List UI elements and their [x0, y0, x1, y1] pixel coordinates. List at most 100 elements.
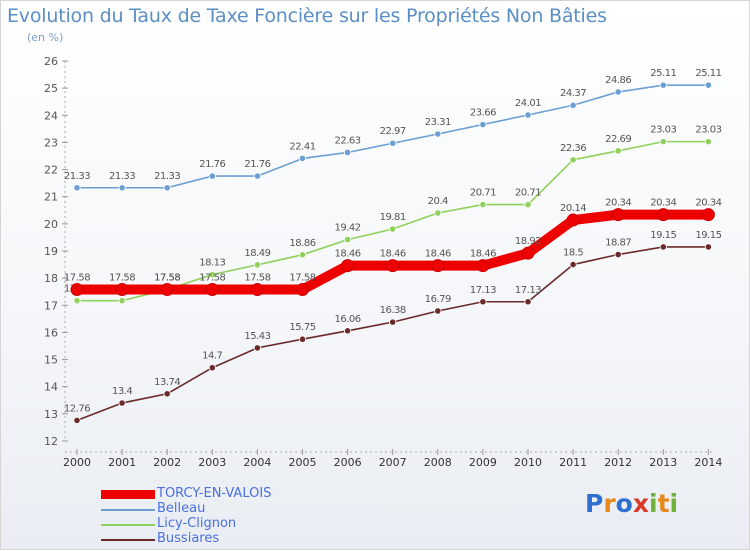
data-label: 20.4 — [428, 196, 448, 207]
y-tick-label: 25 — [44, 82, 58, 95]
y-tick-label: 15 — [44, 354, 58, 367]
legend-label: TORCY-EN-VALOIS — [157, 486, 272, 501]
data-point — [704, 243, 713, 251]
data-point — [614, 88, 622, 96]
data-label: 18.46 — [335, 249, 361, 260]
data-label: 18.46 — [380, 249, 406, 260]
data-label: 17.58 — [64, 273, 90, 284]
data-point — [250, 283, 264, 297]
data-point — [659, 243, 667, 251]
data-point — [521, 246, 535, 260]
data-label: 19.15 — [650, 230, 676, 241]
x-tick-label: 2011 — [559, 456, 587, 469]
legend-swatch — [101, 539, 155, 541]
plot-area: 21.33 21.33 21.33 21.76 21.76 22.41 22.63 22.97… — [64, 68, 722, 424]
data-point — [614, 250, 622, 259]
data-point — [431, 259, 445, 273]
x-tick-label: 2004 — [243, 456, 271, 469]
data-label: 13.74 — [154, 377, 180, 388]
x-tick-label: 2003 — [198, 456, 226, 469]
data-point — [569, 156, 577, 164]
y-tick-label: 21 — [44, 191, 58, 204]
y-tick-label: 18 — [44, 272, 58, 285]
data-point — [479, 298, 487, 306]
data-point — [704, 81, 713, 89]
data-label: 14.7 — [202, 351, 222, 362]
data-point — [569, 101, 577, 109]
data-label: 22.69 — [605, 134, 631, 145]
data-point — [208, 364, 216, 372]
data-label: 20.71 — [515, 188, 541, 199]
y-tick-label: 12 — [44, 435, 58, 448]
data-point — [160, 283, 174, 297]
data-label: 17.13 — [470, 285, 496, 296]
data-point — [341, 259, 355, 273]
data-point — [704, 138, 713, 146]
legend-swatch — [101, 490, 155, 499]
data-label: 20.34 — [605, 198, 631, 209]
y-tick-label: 17 — [44, 299, 58, 312]
legend-label: Belleau — [157, 501, 206, 516]
data-point — [298, 154, 307, 163]
x-tick-label: 2000 — [63, 456, 91, 469]
data-label: 18.49 — [244, 248, 270, 259]
data-point — [479, 200, 487, 209]
data-label: 17.58 — [199, 273, 225, 284]
data-point — [701, 208, 715, 222]
data-point — [389, 225, 397, 233]
data-label: 25.11 — [695, 68, 721, 79]
data-label: 25.11 — [650, 68, 676, 79]
y-tick-label: 16 — [44, 326, 58, 339]
data-point — [70, 283, 84, 297]
data-label: 22.63 — [335, 135, 361, 146]
data-point — [434, 307, 442, 315]
data-point — [205, 283, 219, 297]
data-label: 21.33 — [64, 171, 90, 182]
data-point — [208, 271, 216, 279]
data-label: 24.37 — [560, 88, 586, 99]
data-label: 18.5 — [563, 248, 583, 259]
x-tick-label: 2013 — [649, 456, 677, 469]
data-label: 17.58 — [244, 273, 270, 284]
data-label: 18.87 — [605, 238, 631, 249]
data-point — [253, 261, 261, 269]
data-label: 23.03 — [695, 125, 721, 136]
chart-title: Evolution du Taux de Taxe Foncière sur l… — [7, 5, 607, 27]
x-tick-label: 2002 — [153, 456, 181, 469]
data-label: 16.06 — [335, 314, 361, 325]
y-tick-label: 24 — [44, 109, 58, 122]
data-point — [163, 184, 171, 192]
data-point — [389, 139, 397, 147]
data-label: 24.01 — [515, 98, 541, 109]
y-tick-label: 26 — [44, 55, 58, 68]
legend-label: Licy-Clignon — [157, 516, 237, 531]
data-label: 18.86 — [289, 238, 315, 249]
data-label: 24.86 — [605, 75, 631, 86]
data-label: 16.79 — [425, 294, 451, 305]
y-tick-label: 14 — [44, 381, 58, 394]
legend-label: Bussiares — [157, 531, 220, 546]
data-label: 17.58 — [289, 273, 315, 284]
data-point — [118, 184, 126, 192]
y-tick-label: 19 — [44, 245, 58, 258]
data-point — [208, 172, 216, 180]
series-torcy-en-valois: 17.58 17.58 17.58 17.58 17.58 17.58 18.46 18.46… — [64, 198, 722, 297]
data-label: 22.36 — [560, 143, 586, 154]
data-label: 22.97 — [380, 126, 406, 137]
data-point — [115, 283, 129, 297]
data-label: 21.76 — [199, 159, 225, 170]
x-tick-label: 2010 — [514, 456, 542, 469]
data-label: 23.31 — [425, 117, 451, 128]
x-tick-label: 2008 — [424, 456, 452, 469]
y-tick-label: 23 — [44, 136, 58, 149]
data-point — [611, 208, 625, 222]
data-point — [476, 259, 490, 273]
data-point — [656, 208, 670, 222]
series-belleau: 21.33 21.33 21.33 21.76 21.76 22.41 22.63 22.97… — [64, 68, 722, 192]
x-tick-label: 2009 — [469, 456, 497, 469]
data-label: 17.58 — [154, 273, 180, 284]
data-point — [253, 172, 261, 180]
data-point — [434, 130, 442, 138]
